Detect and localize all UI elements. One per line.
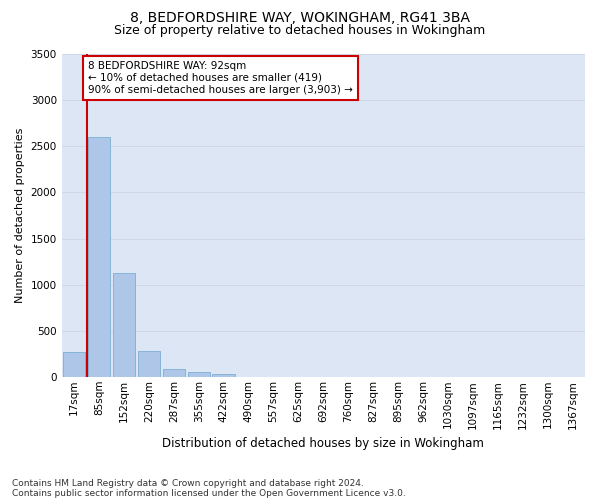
Text: 8 BEDFORDSHIRE WAY: 92sqm
← 10% of detached houses are smaller (419)
90% of semi: 8 BEDFORDSHIRE WAY: 92sqm ← 10% of detac… — [88, 62, 353, 94]
Text: Contains HM Land Registry data © Crown copyright and database right 2024.: Contains HM Land Registry data © Crown c… — [12, 478, 364, 488]
Bar — [188, 372, 210, 377]
Text: Contains public sector information licensed under the Open Government Licence v3: Contains public sector information licen… — [12, 488, 406, 498]
Bar — [163, 369, 185, 377]
X-axis label: Distribution of detached houses by size in Wokingham: Distribution of detached houses by size … — [163, 437, 484, 450]
Bar — [137, 352, 160, 377]
Y-axis label: Number of detached properties: Number of detached properties — [15, 128, 25, 304]
Bar — [63, 352, 85, 377]
Bar — [113, 273, 135, 377]
Bar — [88, 137, 110, 377]
Text: 8, BEDFORDSHIRE WAY, WOKINGHAM, RG41 3BA: 8, BEDFORDSHIRE WAY, WOKINGHAM, RG41 3BA — [130, 11, 470, 25]
Text: Size of property relative to detached houses in Wokingham: Size of property relative to detached ho… — [115, 24, 485, 37]
Bar — [212, 374, 235, 377]
